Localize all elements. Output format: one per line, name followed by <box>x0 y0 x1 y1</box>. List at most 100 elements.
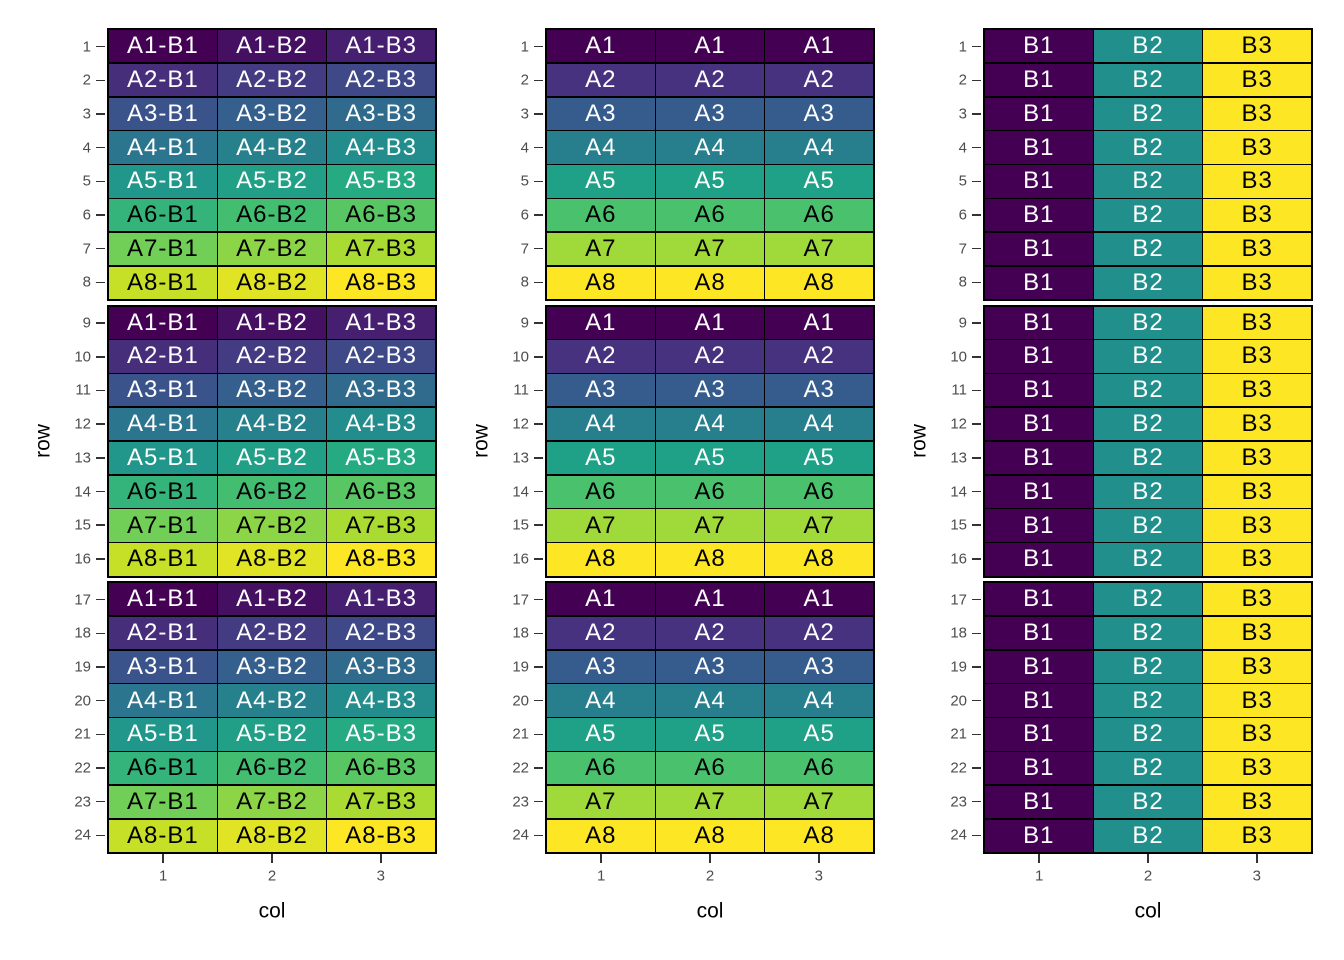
heatmap-cell: A2-B2 <box>218 340 326 373</box>
heatmap-cell: B1 <box>985 266 1093 299</box>
heatmap-cell: A8-B2 <box>218 266 326 299</box>
y-tick-label: 2 <box>520 71 529 89</box>
heatmap-cell: B1 <box>985 583 1093 616</box>
y-tick-mark <box>972 214 981 216</box>
heatmap-cell: A2 <box>656 340 764 373</box>
y-tick-label: 2 <box>82 71 91 89</box>
y-tick-mark <box>972 598 981 601</box>
x-tick-mark <box>1038 854 1040 863</box>
heatmap-cell: B3 <box>1203 266 1311 299</box>
heatmap-cell: A5 <box>765 165 873 198</box>
heatmap-cell: B3 <box>1203 340 1311 373</box>
heatmap-cell: A5-B2 <box>218 441 326 475</box>
y-tick-mark <box>96 524 105 526</box>
heatmap-cell: B2 <box>1094 199 1202 232</box>
heatmap-cell: A3 <box>765 650 873 683</box>
heatmap-cell: A3 <box>765 97 873 130</box>
heatmap-cell: A5 <box>547 165 655 198</box>
heatmap-cell: B3 <box>1203 752 1311 785</box>
y-tick-mark <box>96 79 105 82</box>
y-tick-label: 21 <box>950 725 967 743</box>
y-tick-label: 15 <box>950 516 967 534</box>
heatmap-cell: A1 <box>656 583 764 616</box>
heatmap-cell: A3 <box>765 374 873 407</box>
heatmap-cell: A1 <box>765 583 873 616</box>
heatmap-cell: A7-B1 <box>109 232 217 266</box>
y-tick-mark <box>972 423 981 425</box>
heatmap-cell: B3 <box>1203 407 1311 441</box>
heatmap-cell: B1 <box>985 165 1093 198</box>
heatmap-cell: A7 <box>547 785 655 819</box>
heatmap-cell: B3 <box>1203 97 1311 130</box>
heatmap-cell: A2 <box>656 63 764 97</box>
y-tick-label: 2 <box>958 71 967 89</box>
heatmap-cell: B2 <box>1094 785 1202 819</box>
y-tick-mark <box>972 356 981 358</box>
y-tick-label: 4 <box>958 139 967 157</box>
y-tick-label: 23 <box>74 793 91 811</box>
facet-panel: B1 B2 B3 B1 B2 B3 B1 B2 B3 B1 B2 B3 B1 B2 B3 B1 B2 B3 B1 B2… <box>983 28 1313 301</box>
y-tick-label: 17 <box>512 591 529 609</box>
y-tick-label: 7 <box>82 240 91 258</box>
heatmap-cell: A3 <box>656 97 764 130</box>
y-tick-label: 7 <box>958 240 967 258</box>
y-tick-label: 20 <box>950 692 967 710</box>
y-tick-label: 10 <box>950 348 967 366</box>
x-axis-title: col <box>696 899 724 923</box>
heatmap-cell: A3 <box>656 650 764 683</box>
y-tick-mark <box>534 598 543 601</box>
heatmap-cell: A2-B1 <box>109 340 217 373</box>
heatmap-cell: A8 <box>765 543 873 576</box>
heatmap-cell: B1 <box>985 232 1093 266</box>
heatmap-cell: A4-B3 <box>327 407 435 441</box>
heatmap-cell: B2 <box>1094 374 1202 407</box>
y-tick-label: 9 <box>520 314 529 332</box>
y-tick-mark <box>534 524 543 526</box>
heatmap-cell: A7 <box>656 232 764 266</box>
heatmap-cell: B3 <box>1203 650 1311 683</box>
heatmap-cell: A6 <box>765 199 873 232</box>
y-tick-mark <box>96 389 105 392</box>
y-tick-mark <box>972 457 981 459</box>
y-tick-label: 6 <box>520 206 529 224</box>
heatmap-cell: A1-B3 <box>327 583 435 616</box>
y-tick-label: 20 <box>512 692 529 710</box>
heatmap-cell: A6 <box>656 752 764 785</box>
heatmap-cell: A6-B3 <box>327 199 435 232</box>
y-tick-mark <box>534 247 543 250</box>
heatmap-cell: B2 <box>1094 441 1202 475</box>
x-tick-mark <box>380 854 382 863</box>
heatmap-cell: B2 <box>1094 97 1202 130</box>
y-tick-mark <box>972 45 981 48</box>
heatmap-cell: A2 <box>547 63 655 97</box>
x-tick-label: 2 <box>1143 867 1153 885</box>
heatmap-cell: A1-B1 <box>109 30 217 63</box>
y-tick-label: 19 <box>950 658 967 676</box>
facet-panel: A1-B1 A1-B2 A1-B3 A2-B1 A2-B2 A2-B3 A3-B1 A3-B2… <box>107 28 437 301</box>
heatmap-cell: A6-B2 <box>218 199 326 232</box>
heatmap-cell: A7-B3 <box>327 509 435 542</box>
y-tick-label: 16 <box>74 550 91 568</box>
heatmap-cell: A8-B1 <box>109 543 217 576</box>
y-tick-label: 10 <box>74 348 91 366</box>
heatmap-cell: A4-B2 <box>218 684 326 717</box>
y-tick-label: 6 <box>82 206 91 224</box>
heatmap-cell: A8-B3 <box>327 266 435 299</box>
y-tick-mark <box>534 45 543 48</box>
heatmap-cell: A5 <box>765 441 873 475</box>
y-tick-mark <box>534 834 543 837</box>
y-tick-mark <box>534 800 543 803</box>
heatmap-cell: A8 <box>656 543 764 576</box>
facet-panel: B1 B2 B3 B1 B2 B3 B1 B2 B3 B1 B2 B3 B1 B2 B3 B1 B2 B3 B1 B2… <box>983 581 1313 854</box>
y-tick-label: 19 <box>512 658 529 676</box>
y-tick-mark <box>96 281 105 284</box>
heatmap-cell: A6-B2 <box>218 752 326 785</box>
heatmap-cell: A6 <box>656 475 764 508</box>
heatmap-cell: A2 <box>765 63 873 97</box>
y-tick-mark <box>534 666 543 668</box>
heatmap-cell: A3 <box>656 374 764 407</box>
heatmap-cell: B1 <box>985 30 1093 63</box>
x-tick-label: 2 <box>267 867 277 885</box>
y-tick-mark <box>96 699 105 702</box>
